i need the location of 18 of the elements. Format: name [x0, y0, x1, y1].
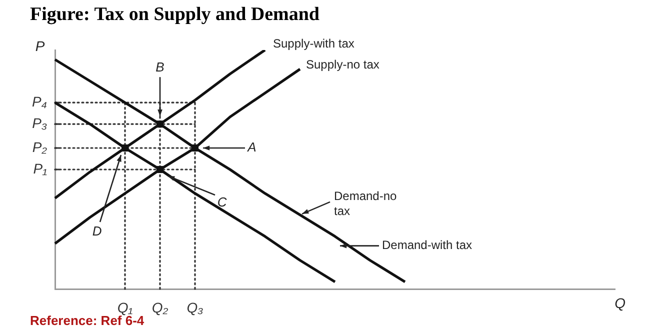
- x-tick-label: Q₃: [186, 299, 204, 316]
- ref-line-label: P₄: [32, 93, 48, 110]
- x-tick-label: Q₂: [152, 299, 169, 316]
- x-axis-title: Q: [614, 294, 626, 311]
- annotation: A: [246, 140, 256, 155]
- series-label: Supply-with tax: [273, 36, 354, 50]
- text: Demand-with tax: [382, 238, 472, 252]
- x-tick-label: Q₁: [117, 299, 134, 316]
- ref-line-label: P₂: [32, 138, 48, 155]
- ref-line-label: P₃: [32, 114, 48, 131]
- y-axis-title: P: [35, 38, 46, 54]
- series-label: Demand-no tax: [334, 189, 398, 218]
- chart-title: Figure: Tax on Supply and Demand: [30, 4, 320, 26]
- annotation: B: [156, 60, 165, 75]
- ref-line-label: P₁: [33, 160, 48, 176]
- series-label: Supply-no tax: [306, 57, 380, 72]
- annotation: D: [92, 224, 102, 239]
- annotation: C: [217, 194, 228, 210]
